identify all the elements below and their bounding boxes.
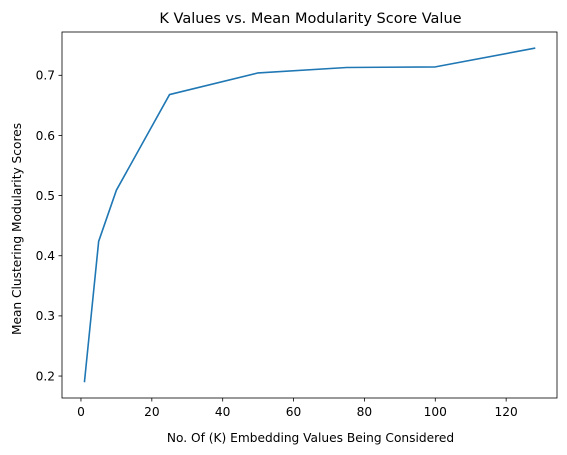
- plot-frame: [61, 31, 558, 399]
- series-layer: [83, 47, 536, 383]
- x-tick-label: 100: [424, 405, 447, 419]
- plot-area: [61, 31, 558, 399]
- x-axis-ticks: 0 20 40 60 80 100 120: [77, 398, 518, 419]
- x-tick-label: 80: [357, 405, 373, 419]
- x-tick-label: 40: [215, 405, 231, 419]
- y-tick-label: 0.7: [36, 69, 55, 83]
- y-tick-label: 0.3: [36, 309, 55, 323]
- series-line: [83, 47, 536, 383]
- y-tick-label: 0.6: [36, 129, 55, 143]
- x-tick-label: 120: [495, 405, 518, 419]
- x-tick-label: 60: [286, 405, 302, 419]
- y-tick-label: 0.5: [36, 189, 55, 203]
- chart-title: K Values vs. Mean Modularity Score Value: [159, 11, 461, 27]
- y-tick-label: 0.2: [36, 369, 55, 383]
- x-axis-label: No. Of (K) Embedding Values Being Consid…: [167, 431, 454, 445]
- x-tick-label: 20: [144, 405, 160, 419]
- y-tick-label: 0.4: [36, 249, 56, 263]
- y-axis-label: Mean Clustering Modularity Scores: [10, 123, 24, 335]
- y-axis-ticks: 0.2 0.3 0.4 0.5 0.6 0.7: [36, 69, 62, 383]
- x-tick-label: 0: [77, 405, 85, 419]
